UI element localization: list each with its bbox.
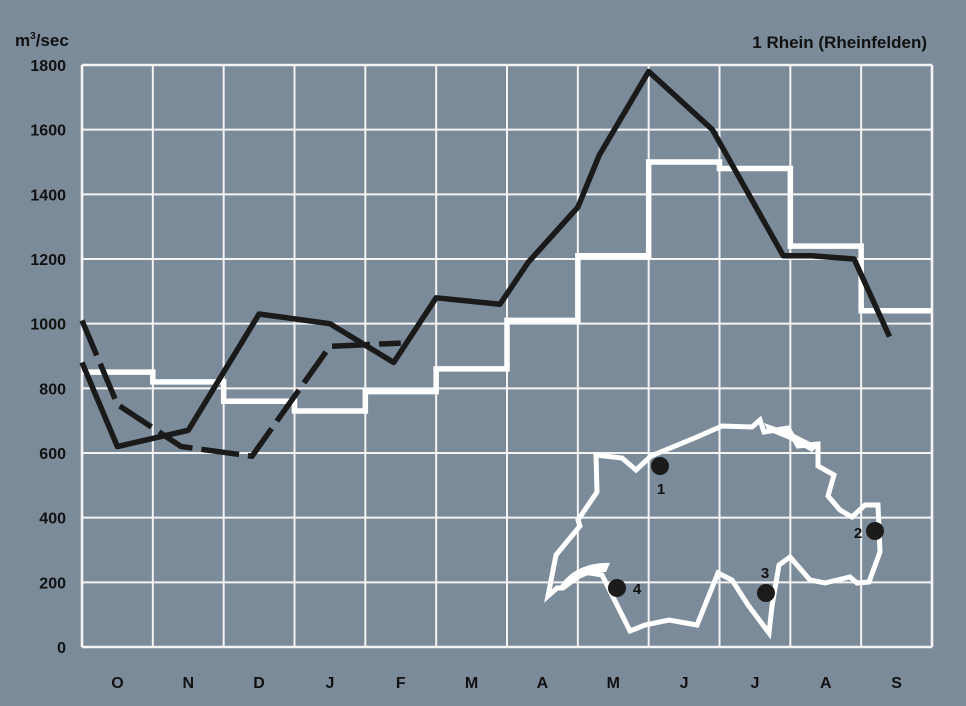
y-tick-label: 600 [39,446,66,463]
x-tick-label-1: N [182,675,194,692]
series-dashed-line [79,319,401,459]
series-solid-line [79,68,893,450]
x-tick-label-10: A [820,675,832,692]
station-marker-4 [608,579,626,597]
country-outline [544,415,883,640]
station-marker-1 [651,457,669,475]
station-marker-2 [866,522,884,540]
y-tick-label: 800 [39,381,66,398]
x-tick-label-0: O [111,675,123,692]
switzerland-map [544,415,884,640]
x-tick-label-8: J [680,675,689,692]
station-label-4: 4 [633,581,642,598]
x-tick-label-6: A [537,675,549,692]
x-tick-label-9: J [750,675,759,692]
station-label-3: 3 [761,565,769,582]
series-step-line [82,159,932,414]
y-tick-label: 1600 [30,123,66,140]
x-tick-label-11: S [891,675,902,692]
y-tick-label: 1400 [30,187,66,204]
y-tick-label: 1200 [30,252,66,269]
station-label-1: 1 [657,481,665,498]
lake-geneva [560,562,610,588]
station-label-2: 2 [854,525,862,542]
x-tick-label-4: F [396,675,406,692]
station-marker-3 [757,584,775,602]
grid [80,63,934,649]
chart-title: 1 Rhein (Rheinfelden) [752,33,927,52]
y-tick-label: 0 [57,640,66,657]
lake-constance [764,423,818,452]
x-tick-label-5: M [465,675,478,692]
y-tick-label: 1000 [30,317,66,334]
y-axis-label-rest: /sec [36,31,69,50]
y-tick-label: 200 [39,575,66,592]
y-tick-label: 400 [39,511,66,528]
y-axis-label-base: m [15,31,30,50]
x-tick-label-3: J [325,675,334,692]
y-axis-label-sup: 3 [30,31,36,42]
y-tick-label: 1800 [30,58,66,75]
x-tick-label-2: D [253,675,265,692]
y-axis-label: m3/sec [15,31,69,50]
x-tick-label-7: M [607,675,620,692]
